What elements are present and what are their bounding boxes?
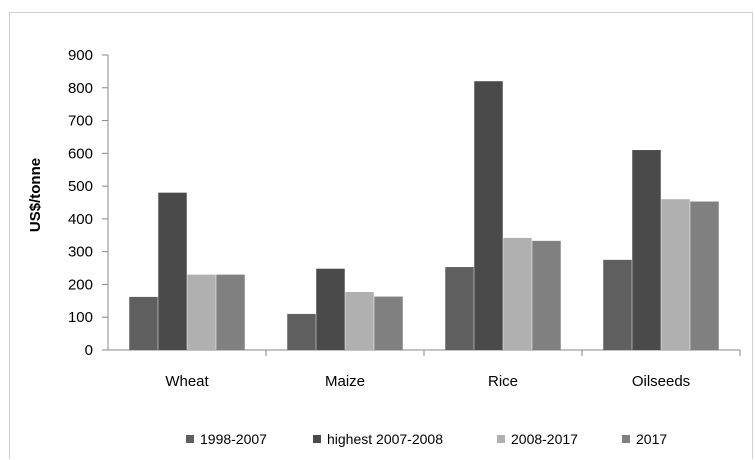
legend-swatch (497, 435, 505, 443)
y-tick-label: 800 (68, 80, 93, 97)
y-tick-label: 300 (68, 244, 93, 261)
bar (690, 201, 719, 350)
y-tick-label: 500 (68, 178, 93, 195)
y-tick-label: 700 (68, 113, 93, 130)
bar (632, 150, 661, 350)
bar (474, 81, 503, 350)
category-labels: Wheat Maize Rice Oilseeds (165, 373, 690, 390)
chart-frame (9, 12, 753, 459)
bar (445, 267, 474, 350)
bars (129, 81, 719, 350)
y-tick-label: 100 (68, 309, 93, 326)
y-axis-label: US$/tonne (27, 158, 44, 232)
bar (129, 296, 158, 350)
y-tick-label: 400 (68, 211, 93, 228)
bar (374, 296, 403, 350)
y-tick-label: 200 (68, 276, 93, 293)
bar (532, 240, 561, 350)
bar (661, 199, 690, 350)
x-axis (108, 349, 741, 356)
bar (345, 291, 374, 350)
legend-label: highest 2007-2008 (327, 431, 443, 447)
legend-swatch (622, 435, 630, 443)
category-label: Wheat (165, 373, 209, 390)
y-tick-label: 900 (68, 47, 93, 64)
bar (287, 313, 316, 350)
y-tick-label: 0 (85, 342, 93, 359)
y-axis-ticks: 0 100 200 300 400 500 600 700 800 900 (68, 47, 108, 359)
bar (316, 268, 345, 350)
bar (158, 192, 187, 350)
category-label: Maize (325, 373, 365, 390)
category-label: Rice (488, 373, 518, 390)
y-tick-label: 600 (68, 145, 93, 162)
legend-label: 2008-2017 (511, 431, 578, 447)
legend-label: 1998-2007 (200, 431, 267, 447)
bar (187, 274, 216, 350)
legend: 1998-2007 highest 2007-2008 2008-2017 2017 (186, 431, 667, 447)
legend-swatch (313, 435, 321, 443)
bar (603, 259, 632, 350)
bar (216, 274, 245, 350)
category-label: Oilseeds (632, 373, 690, 390)
bar (503, 237, 532, 350)
legend-swatch (186, 435, 194, 443)
legend-label: 2017 (636, 431, 667, 447)
